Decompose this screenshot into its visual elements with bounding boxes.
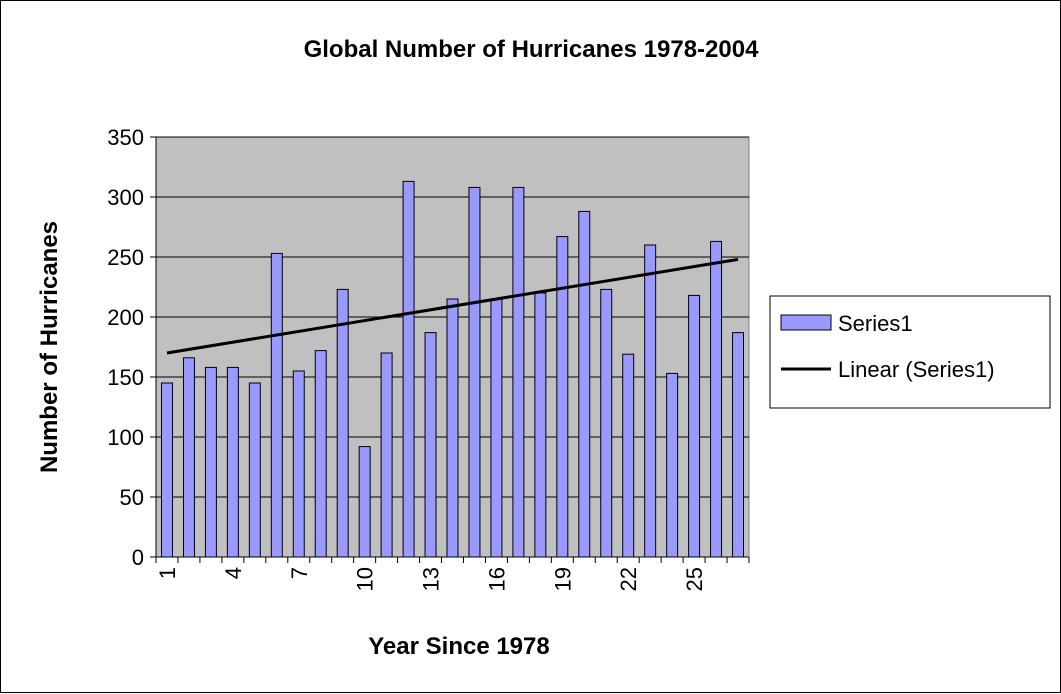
y-tick-label: 300 bbox=[107, 185, 144, 210]
x-tick-label: 22 bbox=[616, 567, 641, 591]
trendline-group bbox=[166, 257, 739, 355]
y-tick-label: 200 bbox=[107, 305, 144, 330]
bar bbox=[666, 372, 679, 558]
y-tick-label: 150 bbox=[107, 365, 144, 390]
y-axis-title: Number of Hurricanes bbox=[36, 221, 63, 473]
bar bbox=[710, 240, 723, 558]
bar bbox=[248, 382, 261, 558]
y-tick-label: 0 bbox=[132, 545, 144, 570]
x-tick-label: 1 bbox=[155, 567, 180, 579]
y-tick-label: 250 bbox=[107, 245, 144, 270]
bar bbox=[468, 186, 481, 558]
y-tick-label: 100 bbox=[107, 425, 144, 450]
bar bbox=[556, 236, 569, 558]
bar bbox=[424, 332, 437, 558]
bar bbox=[336, 288, 349, 558]
bar bbox=[270, 252, 283, 558]
bar bbox=[380, 352, 393, 558]
legend-swatch-series1 bbox=[780, 314, 832, 331]
legend-label-trendline: Linear (Series1) bbox=[838, 357, 995, 382]
bar bbox=[600, 288, 613, 558]
legend: Series1 Linear (Series1) bbox=[769, 295, 1051, 409]
y-tick-labels: 0 50 100 150 200 250 300 350 bbox=[107, 125, 144, 570]
bar bbox=[182, 357, 195, 558]
bar bbox=[226, 366, 239, 558]
x-tick-label: 4 bbox=[221, 567, 246, 579]
bar bbox=[644, 244, 657, 558]
x-tick-label: 13 bbox=[419, 567, 444, 591]
y-tick-label: 50 bbox=[120, 485, 144, 510]
bar bbox=[204, 366, 217, 558]
x-tick-label: 16 bbox=[484, 567, 509, 591]
trendline bbox=[166, 257, 739, 355]
bar bbox=[292, 370, 305, 558]
bar bbox=[402, 180, 415, 558]
bar bbox=[732, 332, 745, 558]
bar bbox=[446, 298, 459, 558]
axes bbox=[150, 136, 750, 563]
bar bbox=[490, 298, 503, 558]
bar bbox=[534, 292, 547, 558]
bar bbox=[358, 446, 371, 558]
x-tick-label: 7 bbox=[287, 567, 312, 579]
bar bbox=[314, 350, 327, 558]
x-tick-labels: 1 4 7 10 13 16 19 22 25 bbox=[155, 567, 707, 591]
x-axis-title: Year Since 1978 bbox=[368, 633, 549, 660]
legend-label-series1: Series1 bbox=[838, 311, 913, 336]
x-tick-label: 25 bbox=[682, 567, 707, 591]
x-tick-label: 10 bbox=[353, 567, 378, 591]
bar bbox=[622, 353, 635, 558]
bar bbox=[688, 294, 701, 558]
x-tick-label: 19 bbox=[550, 567, 575, 591]
bar bbox=[578, 210, 591, 558]
bar bbox=[160, 382, 173, 558]
bar bbox=[512, 186, 525, 558]
chart-title: Global Number of Hurricanes 1978-2004 bbox=[304, 36, 759, 63]
y-tick-label: 350 bbox=[107, 125, 144, 150]
